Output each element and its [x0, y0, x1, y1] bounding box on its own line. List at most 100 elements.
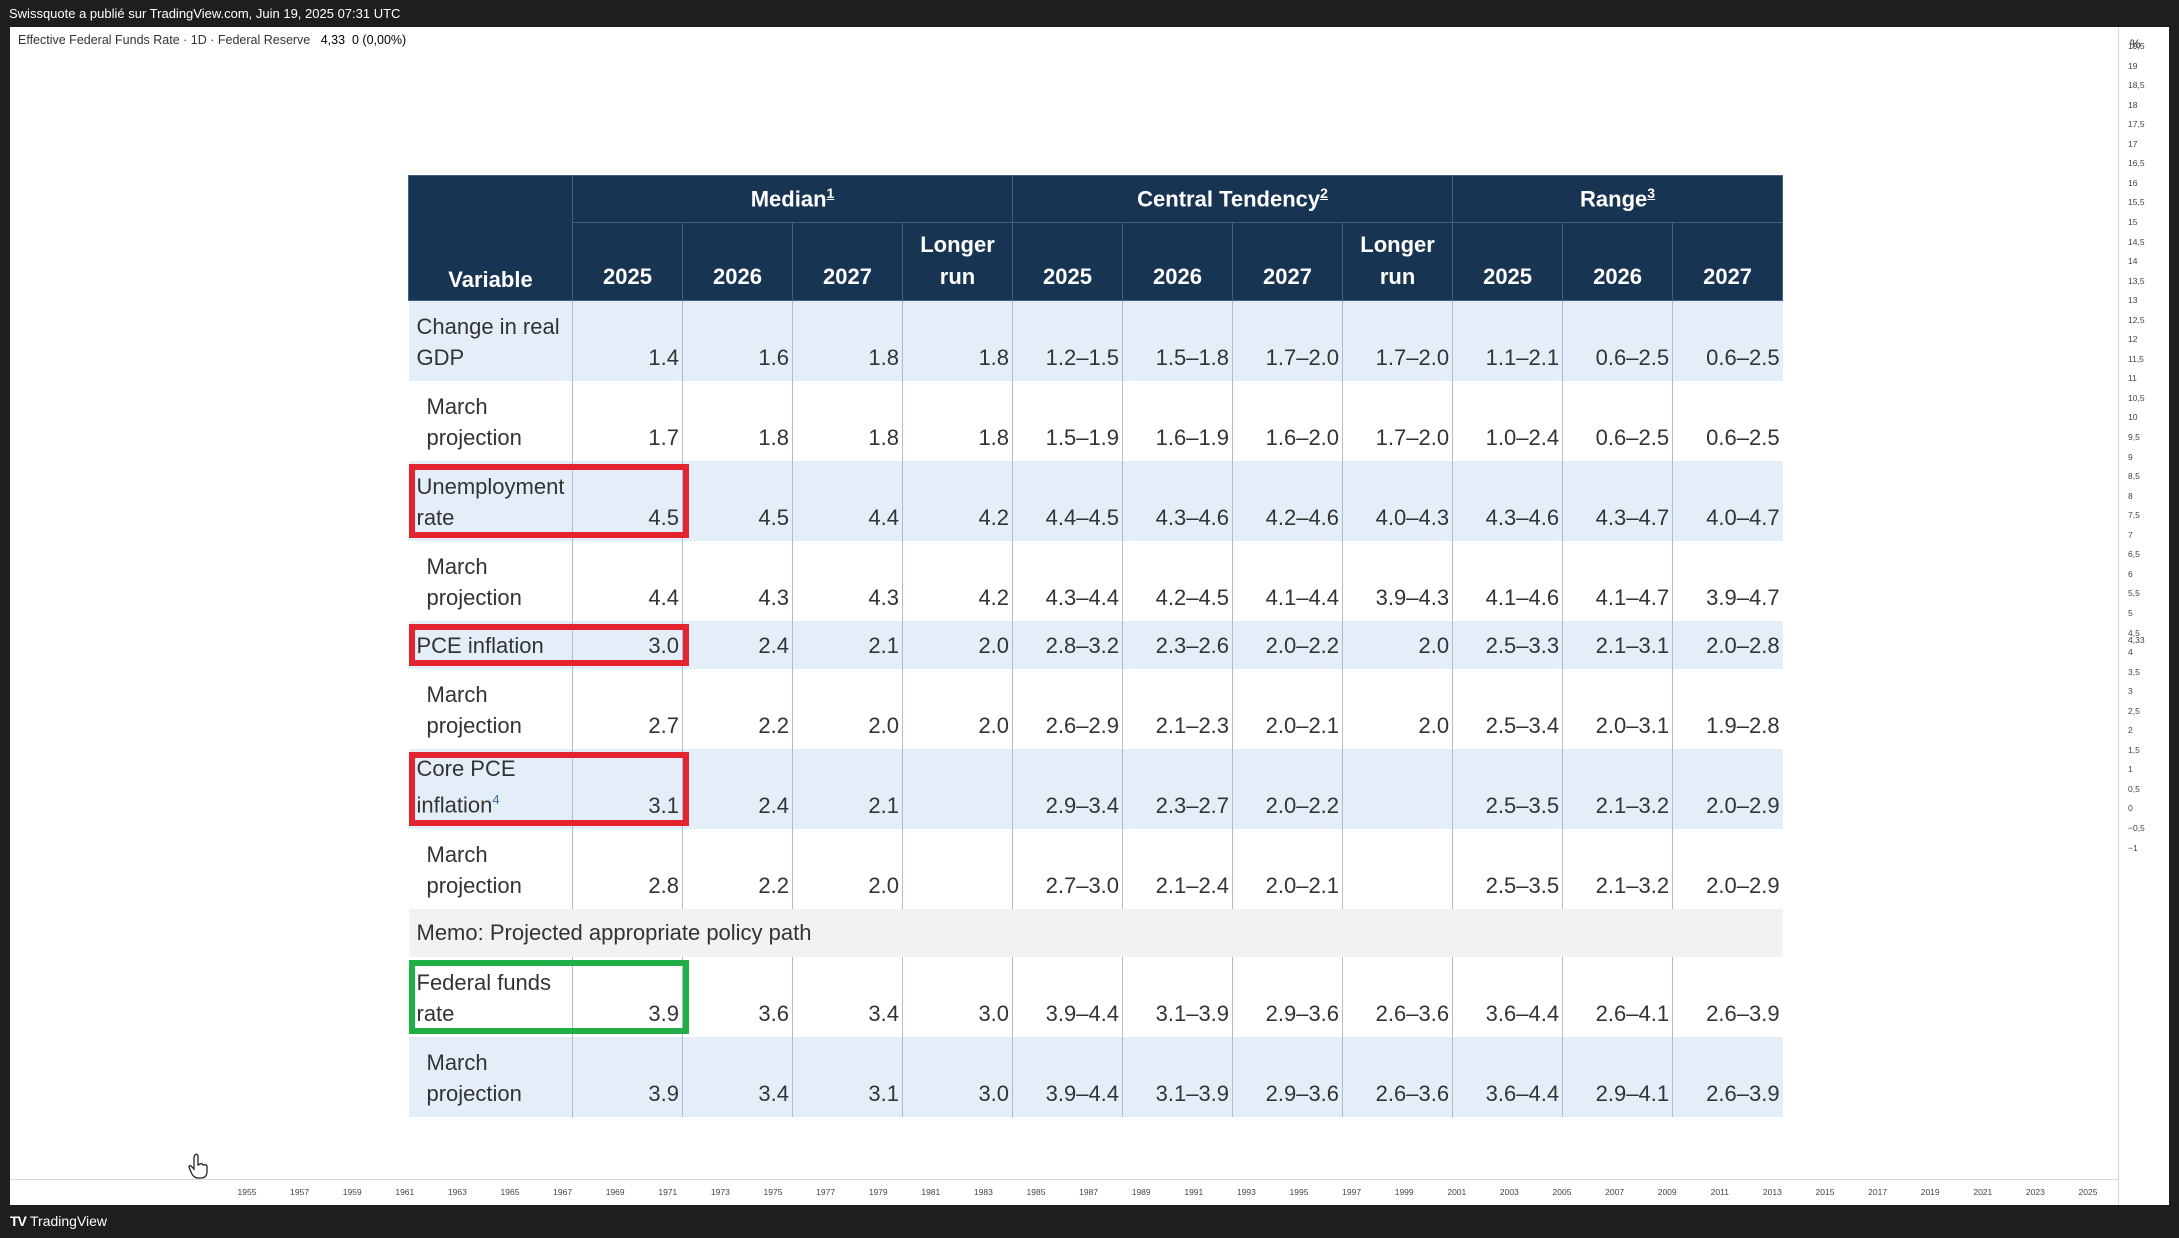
- table-cell: 2.3–2.6: [1122, 620, 1233, 669]
- price-tick: 9,5: [2128, 432, 2140, 442]
- table-cell: 1.5–1.9: [1012, 380, 1123, 461]
- time-tick: 1985: [1026, 1187, 1046, 1197]
- time-tick: 2021: [1973, 1187, 1993, 1197]
- footnote-1[interactable]: 1: [826, 185, 835, 202]
- header-variable: Variable: [408, 175, 573, 301]
- time-tick: 2013: [1762, 1187, 1782, 1197]
- table-cell: 2.5–3.4: [1452, 668, 1563, 749]
- table-cell: 2.8–3.2: [1012, 620, 1123, 669]
- table-cell: 4.3: [682, 540, 793, 621]
- table-cell: 3.1–3.9: [1122, 1036, 1233, 1117]
- table-row: March projection 2.8 2.2 2.0 2.7–3.0 2.1–2.4 2…: [408, 828, 1783, 909]
- table-cell: 2.3–2.7: [1122, 748, 1233, 829]
- row-label: PCE inflation: [416, 632, 544, 658]
- table-cell: 4.0–4.7: [1672, 460, 1783, 541]
- table-cell: 2.2: [682, 828, 793, 909]
- table-cell: 2.0–2.2: [1232, 620, 1343, 669]
- price-tick: 1,5: [2128, 744, 2140, 755]
- table-cell: [901, 748, 1013, 829]
- table-cell: 4.2: [901, 460, 1013, 541]
- price-tick: 4,33: [2128, 635, 2145, 645]
- table-cell: 2.5–3.5: [1452, 828, 1563, 909]
- table-cell: 4.0–4.3: [1342, 460, 1453, 541]
- table-cell: 2.0–2.2: [1232, 748, 1343, 829]
- table-cell: 2.9–3.6: [1232, 956, 1343, 1037]
- table-cell: 3.4: [792, 956, 903, 1037]
- highlight-unemployment: [408, 463, 689, 538]
- table-cell: 2.9–3.4: [1012, 748, 1123, 829]
- header-year: Longer run: [1342, 222, 1454, 301]
- row-label: March projection: [426, 1049, 522, 1106]
- time-tick: 1963: [447, 1187, 467, 1197]
- table-cell: 4.3–4.6: [1452, 460, 1563, 541]
- time-tick: 1965: [500, 1187, 520, 1197]
- time-tick: 2019: [1920, 1187, 1940, 1197]
- price-tick: 2: [2128, 725, 2133, 736]
- row-label: Change in real GDP: [416, 313, 560, 370]
- row-label: March projection: [426, 553, 522, 610]
- table-cell: 3.6–4.4: [1452, 956, 1563, 1037]
- symbol-legend[interactable]: Effective Federal Funds Rate · 1D · Fede…: [18, 33, 406, 47]
- price-tick: 6: [2128, 568, 2133, 579]
- table-row: March projection 4.4 4.3 4.3 4.2 4.3–4.4 4.2–4…: [408, 540, 1783, 621]
- price-tick: 5,5: [2128, 588, 2140, 599]
- table-cell: 4.2–4.5: [1122, 540, 1233, 621]
- publisher-text: Swissquote a publié sur TradingView.com,…: [9, 6, 401, 21]
- price-tick: 13: [2128, 295, 2138, 306]
- time-tick: 2001: [1447, 1187, 1467, 1197]
- header-year: 2027: [792, 222, 903, 301]
- table-cell: 1.1–2.1: [1452, 300, 1563, 381]
- footnote-3[interactable]: 3: [1647, 185, 1656, 202]
- table-cell: 4.3–4.7: [1562, 460, 1673, 541]
- table-row: Change in real GDP 1.4 1.6 1.8 1.8 1.2–1.5 1.5…: [408, 300, 1783, 381]
- header-year: 2027: [1672, 222, 1784, 301]
- time-tick: 2005: [1552, 1187, 1572, 1197]
- price-tick: 4: [2128, 647, 2133, 658]
- table-cell: 0.6–2.5: [1672, 380, 1783, 461]
- table-cell: 3.9–4.4: [1012, 1036, 1123, 1117]
- table-cell: 2.6–3.9: [1672, 956, 1783, 1037]
- table-cell: 2.7: [572, 668, 683, 749]
- price-axis[interactable]: % 19,5 19 18,5 18 17,5 17 16,5 16 15,5 15 14,5 14 13…: [2118, 27, 2169, 1205]
- time-tick: 1989: [1131, 1187, 1151, 1197]
- table-cell: 3.0: [901, 956, 1013, 1037]
- table-cell: 2.5–3.3: [1452, 620, 1563, 669]
- price-tick: 7: [2128, 529, 2133, 540]
- table-cell: 4.2: [901, 540, 1013, 621]
- table-cell: 4.4: [572, 540, 683, 621]
- time-tick: 1961: [395, 1187, 415, 1197]
- brand-name[interactable]: TradingView: [30, 1213, 108, 1229]
- highlight-fed-funds: [408, 959, 689, 1034]
- table-cell: 2.1–2.4: [1122, 828, 1233, 909]
- table-cell: 3.6–4.4: [1452, 1036, 1563, 1117]
- table-cell: 2.0–2.9: [1672, 748, 1783, 829]
- time-tick: 1973: [710, 1187, 730, 1197]
- time-axis[interactable]: 1955 1957 1959 1961 1963 1965 1967 1969 1971 1973…: [10, 1179, 2118, 1205]
- tradingview-logo-icon[interactable]: TV: [10, 1213, 27, 1229]
- symbol-title: Effective Federal Funds Rate · 1D · Fede…: [18, 33, 311, 47]
- table-cell: 2.4: [682, 748, 793, 829]
- hand-cursor-icon: [188, 1153, 208, 1179]
- table-cell: 3.1: [572, 748, 683, 829]
- price-tick: 19: [2128, 60, 2138, 71]
- table-cell: 3.1–3.9: [1122, 956, 1233, 1037]
- table-cell: 2.0: [901, 620, 1013, 669]
- table-cell: 1.7–2.0: [1342, 380, 1453, 461]
- footnote-4[interactable]: 4: [492, 792, 500, 808]
- time-tick: 1991: [1184, 1187, 1204, 1197]
- last-value: 4,33: [320, 33, 346, 47]
- price-tick: 11,5: [2128, 353, 2144, 364]
- axis-unit: %: [2130, 37, 2141, 51]
- table-cell: 1.7: [572, 380, 683, 461]
- table-cell: 4.2–4.6: [1232, 460, 1343, 541]
- projections-table: Variable Median1 Central Tendency2 Range…: [408, 175, 1784, 1117]
- time-tick: 1993: [1236, 1187, 1256, 1197]
- table-cell: 1.0–2.4: [1452, 380, 1563, 461]
- time-tick: 2025: [2078, 1187, 2098, 1197]
- time-tick: 2009: [1657, 1187, 1677, 1197]
- time-tick: 2007: [1605, 1187, 1625, 1197]
- table-cell: 0.6–2.5: [1562, 300, 1673, 381]
- footnote-2[interactable]: 2: [1320, 185, 1328, 202]
- table-cell: 2.9–4.1: [1562, 1036, 1673, 1117]
- time-tick: 2023: [2025, 1187, 2045, 1197]
